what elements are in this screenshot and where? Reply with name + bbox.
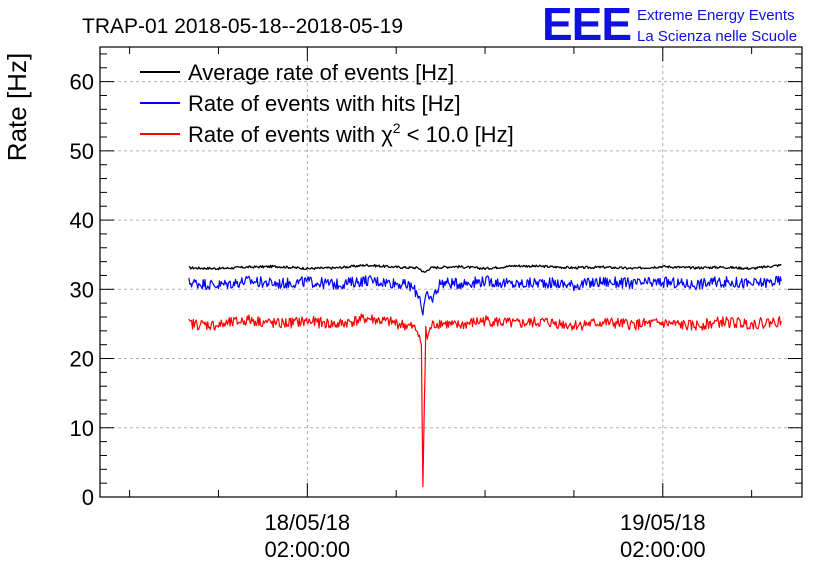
y-tick-label: 40 [70, 208, 94, 233]
logo-line-2: La Scienza nelle Scuole [637, 28, 797, 45]
legend: Average rate of events [Hz] Rate of event… [140, 60, 514, 147]
grid [100, 47, 802, 497]
y-tick-label: 10 [70, 416, 94, 441]
plot-frame [99, 46, 803, 498]
tick-labels: 010203040506018/05/1802:00:0019/05/1802:… [70, 70, 706, 562]
series-line [188, 263, 782, 273]
series-line [188, 275, 782, 316]
x-tick-time: 02:00:00 [620, 537, 706, 562]
y-axis-label: Rate [Hz] [2, 53, 32, 161]
y-tick-label: 20 [70, 347, 94, 372]
logo-line-1: Extreme Energy Events [637, 7, 795, 24]
logo-letters: EEE [542, 0, 631, 50]
y-tick-label: 50 [70, 139, 94, 164]
series-line [188, 313, 782, 488]
y-tick-label: 30 [70, 277, 94, 302]
x-tick-date: 18/05/18 [265, 510, 351, 535]
legend-label: Rate of events with hits [Hz] [188, 91, 461, 116]
legend-label: Average rate of events [Hz] [188, 60, 454, 85]
x-tick-time: 02:00:00 [265, 537, 351, 562]
legend-label: Rate of events with χ2 < 10.0 [Hz] [188, 120, 514, 147]
axis-ticks [100, 47, 802, 498]
eee-logo: EEE Extreme Energy Events La Scienza nel… [542, 0, 797, 50]
x-tick-date: 19/05/18 [620, 510, 706, 535]
y-tick-label: 60 [70, 70, 94, 95]
series-lines [188, 263, 782, 488]
y-tick-label: 0 [82, 485, 94, 510]
chart-title: TRAP-01 2018-05-18--2018-05-19 [82, 15, 403, 38]
